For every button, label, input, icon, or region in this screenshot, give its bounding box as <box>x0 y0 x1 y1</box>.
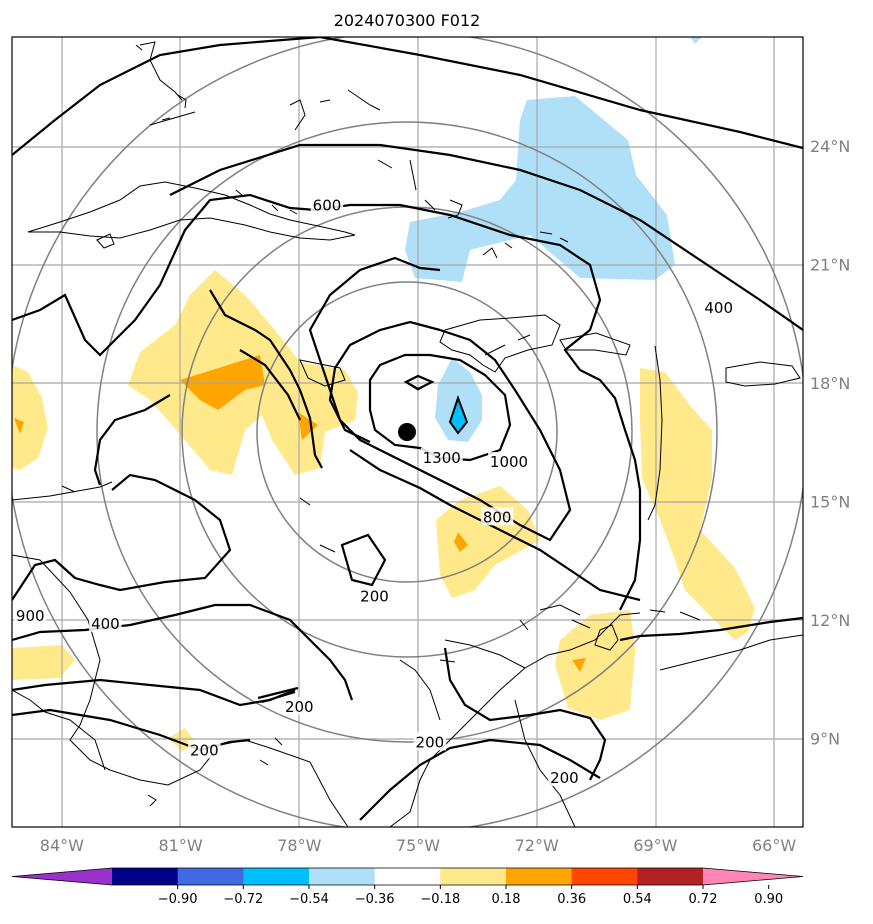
graticule <box>12 37 803 827</box>
contour-label-background <box>413 732 447 751</box>
colorbar-tick-label: −0.90 <box>158 892 198 907</box>
coastlines <box>12 41 803 827</box>
latitude-tick-label: 24°N <box>810 137 850 156</box>
colorbar: −0.90 −0.72 −0.54 −0.36 −0.18 0.18 0.36 0.54 0.7… <box>11 867 804 907</box>
storm-center-marker <box>398 423 416 441</box>
colorbar-tick-label: 0.18 <box>492 892 521 907</box>
longitude-tick-label: 66°W <box>752 836 796 855</box>
map-area: 600 400 1300 1000 800 200 400 900 200 200 200 200 <box>12 37 803 827</box>
contour-label: 400 <box>704 299 733 317</box>
contour-label: 200 <box>190 741 219 759</box>
latitude-tick-label: 21°N <box>810 256 850 275</box>
negative-shading <box>405 37 702 442</box>
contour-label: 200 <box>550 769 579 787</box>
contour-label-background <box>13 606 47 625</box>
latitude-tick-label: 12°N <box>810 611 850 630</box>
contour-label: 600 <box>313 196 342 214</box>
colorbar-extend-low <box>12 868 112 885</box>
colorbar-segment <box>637 868 704 885</box>
map-title: 2024070300 F012 <box>334 11 481 30</box>
colorbar-tick-label: −0.18 <box>420 892 460 907</box>
latitude-tick-label: 18°N <box>810 374 850 393</box>
colorbar-segment <box>309 868 376 885</box>
contour-label: 200 <box>285 698 314 716</box>
colorbar-tick-label: −0.72 <box>223 892 263 907</box>
colorbar-segment <box>243 868 310 885</box>
longitude-labels: 84°W 81°W 78°W 75°W 72°W 69°W 66°W <box>40 836 797 855</box>
colorbar-tick-label: 0.90 <box>754 892 783 907</box>
contour-label: 400 <box>91 615 120 633</box>
contour-label-background <box>89 613 122 632</box>
colorbar-segment <box>177 868 244 885</box>
colorbar-extend-high <box>703 868 803 885</box>
contour-labels: 600 400 1300 1000 800 200 400 900 200 200 200 200 <box>13 195 735 787</box>
contour-label-background <box>358 586 391 605</box>
contour-label-background <box>283 696 316 715</box>
contour-label-background <box>310 195 344 214</box>
colorbar-tick-label: 0.72 <box>689 892 718 907</box>
contour-label: 1000 <box>490 453 528 471</box>
latitude-tick-label: 15°N <box>810 493 850 512</box>
colorbar-segment <box>506 868 573 885</box>
map-frame <box>11 36 804 828</box>
colorbar-tick-label: 0.36 <box>557 892 586 907</box>
contour-label: 1300 <box>423 449 461 467</box>
contour-label: 900 <box>16 607 45 625</box>
contour-label-background <box>480 507 514 526</box>
contour-label-background <box>488 452 531 470</box>
latitude-tick-label: 9°N <box>810 730 840 749</box>
contours <box>12 37 803 821</box>
contour-label: 200 <box>360 587 389 605</box>
contour-label-background <box>548 768 581 786</box>
longitude-tick-label: 72°W <box>515 836 559 855</box>
contour-label-background <box>702 297 735 316</box>
colorbar-segment <box>374 868 441 885</box>
colorbar-tick-label: 0.54 <box>623 892 652 907</box>
positive-shading <box>12 270 755 752</box>
colorbar-tick-label: −0.36 <box>355 892 395 907</box>
longitude-tick-label: 69°W <box>633 836 677 855</box>
colorbar-segment <box>112 868 179 885</box>
longitude-tick-label: 78°W <box>277 836 321 855</box>
colorbar-segment <box>571 868 638 885</box>
longitude-tick-label: 84°W <box>40 836 84 855</box>
colorbar-outline <box>11 867 804 886</box>
contour-label-background <box>188 740 221 759</box>
latitude-labels: 9°N 12°N 15°N 18°N 21°N 24°N <box>810 137 850 749</box>
contour-label: 800 <box>483 508 512 526</box>
contour-label: 200 <box>416 733 445 751</box>
longitude-tick-label: 81°W <box>159 836 203 855</box>
colorbar-segment <box>440 868 507 885</box>
longitude-tick-label: 75°W <box>396 836 440 855</box>
colorbar-tick-label: −0.54 <box>289 892 329 907</box>
contour-label-background <box>420 448 463 467</box>
